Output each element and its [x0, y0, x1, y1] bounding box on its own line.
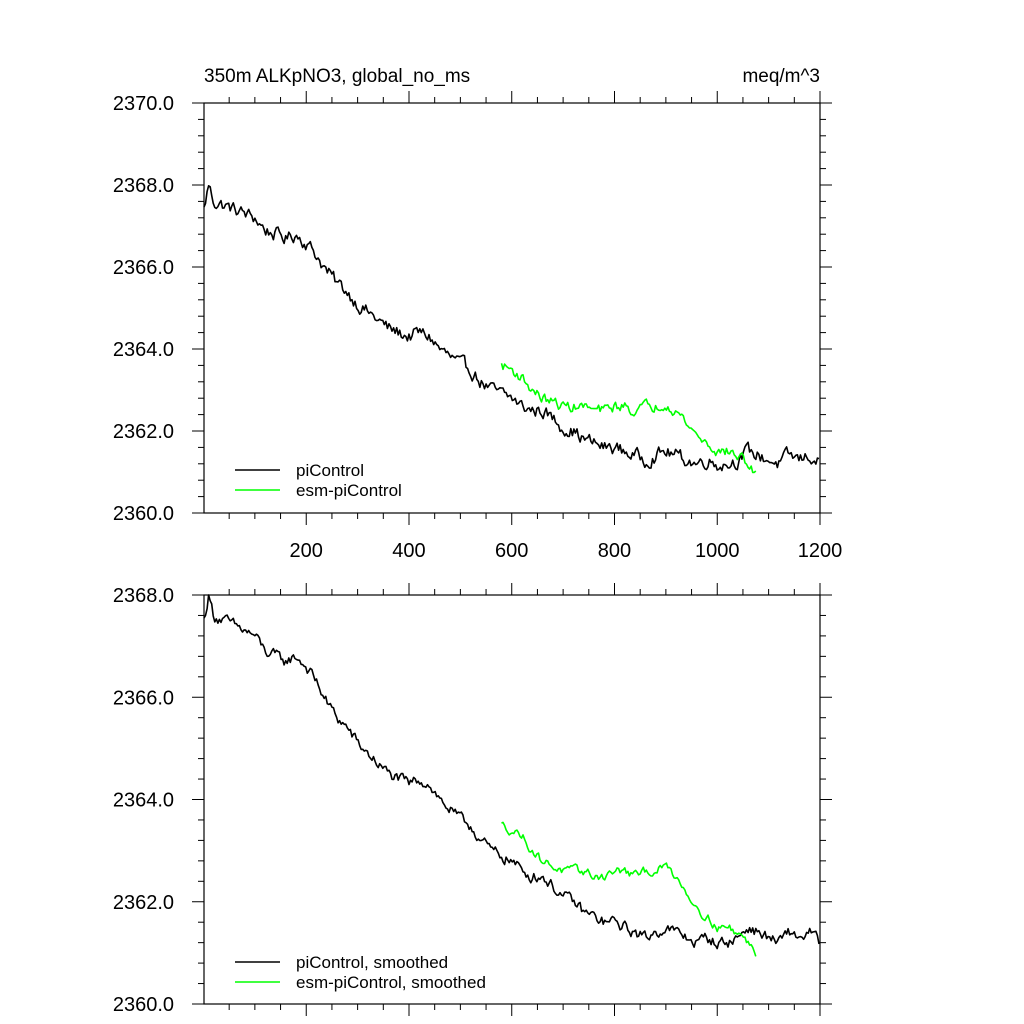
legend-label-picontrol: piControl [296, 461, 364, 480]
top-y-tick-label: 2364.0 [113, 339, 174, 361]
top-panel: 350m ALKpNO3, global_no_ms meq/m^3 2360.… [113, 66, 842, 562]
legend-label-esm-picontrol-smoothed: esm-piControl, smoothed [296, 973, 486, 992]
top-y-tick-label: 2370.0 [113, 93, 174, 115]
top-x-tick-label: 400 [392, 540, 425, 562]
bottom-y-tick-label: 2360.0 [113, 994, 174, 1016]
top-y-tick-label: 2366.0 [113, 257, 174, 279]
bottom-axes: 2360.0 2362.0 2364.0 2366.0 2368.0 [113, 583, 832, 1016]
bottom-series-group [203, 594, 820, 957]
top-y-tick-label: 2362.0 [113, 421, 174, 443]
bottom-y-tick-label: 2362.0 [113, 892, 174, 914]
top-series-line-esm-picontrol [500, 363, 757, 474]
bottom-legend: piControl, smoothed esm-piControl, smoot… [235, 953, 486, 992]
top-y-tick-label: 2360.0 [113, 503, 174, 525]
legend-label-picontrol-smoothed: piControl, smoothed [296, 953, 448, 972]
bottom-panel: 2360.0 2362.0 2364.0 2366.0 2368.0 piControl… [113, 583, 832, 1016]
bottom-y-tick-label: 2366.0 [113, 687, 174, 709]
top-axes: 2360.0 2362.0 2364.0 2366.0 2368.0 2370.0 200 4… [113, 91, 842, 562]
top-legend: piControl esm-piControl [235, 461, 402, 500]
top-x-tick-label: 1000 [695, 540, 740, 562]
bottom-y-tick-label: 2364.0 [113, 790, 174, 812]
top-panel-units: meq/m^3 [742, 66, 820, 87]
top-x-tick-label: 800 [598, 540, 631, 562]
top-panel-title: 350m ALKpNO3, global_no_ms [204, 66, 470, 87]
bottom-y-tick-label: 2368.0 [113, 585, 174, 607]
top-series-line-picontrol [203, 185, 820, 472]
bottom-series-line-esm-picontrol-smoothed [501, 821, 757, 957]
top-series-group [203, 185, 820, 474]
bottom-series-line-picontrol-smoothed [203, 594, 820, 950]
top-y-tick-label: 2368.0 [113, 175, 174, 197]
top-x-tick-label: 1200 [798, 540, 843, 562]
top-x-tick-label: 200 [290, 540, 323, 562]
legend-label-esm-picontrol: esm-piControl [296, 481, 402, 500]
top-x-tick-label: 600 [495, 540, 528, 562]
